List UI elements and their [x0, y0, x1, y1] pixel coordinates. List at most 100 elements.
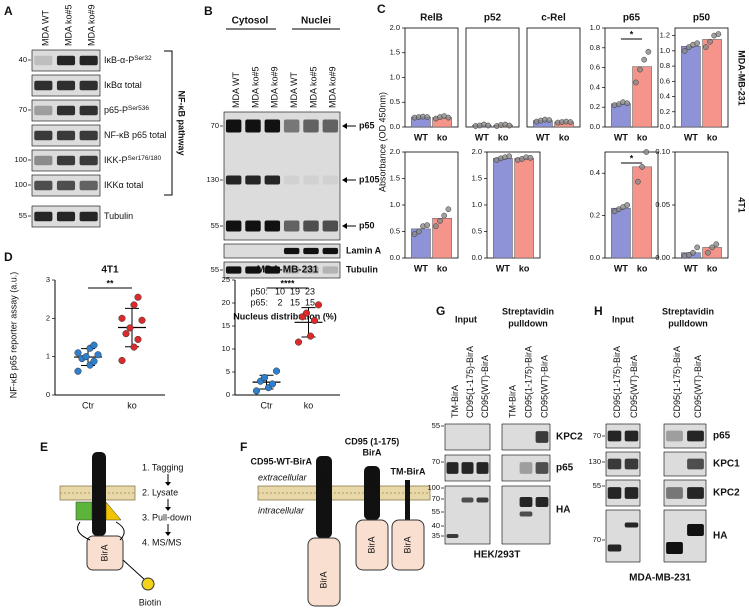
mw-marker: 55 [211, 221, 219, 230]
group-label: Nuclei [301, 16, 331, 27]
data-point [506, 153, 513, 160]
band-label: p65-PSer536 [104, 105, 149, 116]
y-tick-label: 0.0 [390, 253, 400, 262]
mw-marker: 100 [14, 180, 27, 189]
mw-marker: 70 [211, 121, 219, 130]
enzyme [307, 537, 341, 607]
y-tick-label: 0 [226, 390, 230, 399]
blot-band [303, 175, 319, 185]
mw-marker: 70 [432, 457, 440, 466]
blot-band [519, 462, 533, 474]
blot-band [607, 487, 622, 499]
receptor [316, 456, 332, 538]
bar [681, 46, 701, 128]
blot-band [245, 175, 261, 185]
y-tick-label: 0.5 [390, 97, 400, 106]
data-point [138, 316, 146, 324]
blot-band [283, 266, 300, 274]
data-point [527, 154, 534, 161]
y-tick-label: 0.8 [590, 43, 600, 52]
blot-band [687, 430, 704, 442]
blot-band [283, 119, 300, 133]
lane-label: MDA ko#5 [308, 66, 318, 108]
y-tick-label: 0.0 [472, 253, 482, 262]
blot [223, 243, 341, 259]
bar [493, 158, 513, 259]
x-tick-label: ko [637, 132, 648, 142]
construct-label: CD95 (1-175) [345, 436, 400, 446]
x-tick-label: ko [437, 132, 448, 142]
blot-band [283, 220, 300, 232]
lane-label: CD95(1-175)-BirA [523, 346, 533, 418]
data-point [424, 222, 431, 228]
y-tick-label: 0.2 [590, 102, 600, 111]
group-label: pulldown [508, 318, 548, 328]
data-point [713, 241, 720, 248]
mw-marker: 130 [588, 457, 601, 466]
bar [702, 39, 722, 128]
data-point [415, 228, 422, 235]
blot-band [446, 534, 459, 538]
arrow-head [342, 177, 347, 183]
group-label: Input [612, 314, 634, 324]
chart-title: RelB [420, 13, 443, 24]
data-point [635, 178, 641, 185]
panel-label: G [436, 304, 445, 318]
data-point [707, 38, 713, 45]
x-tick-label: ko [707, 263, 718, 273]
y-tick-label: 3 [46, 275, 50, 284]
blot [605, 509, 641, 563]
x-tick-label: Ctr [82, 400, 94, 410]
y-tick-label: 25 [222, 275, 230, 284]
significance-label: ** [106, 278, 114, 288]
band-label: IκBα total [104, 80, 142, 90]
data-point [437, 218, 443, 224]
y-tick-label: 1 [46, 352, 50, 361]
x-tick-label: ko [559, 132, 570, 142]
blot-band [264, 119, 281, 133]
blot-band [624, 522, 639, 528]
y-tick-label: 0.05 [655, 200, 670, 209]
construct-label: BirA [362, 447, 382, 457]
data-point [645, 48, 652, 55]
mw-marker: 130 [206, 175, 219, 184]
blot [223, 111, 341, 241]
data-point [637, 66, 643, 73]
enzyme [391, 519, 425, 571]
blot-band [79, 155, 98, 166]
blot-band [56, 80, 76, 91]
blot-band [476, 497, 489, 503]
x-tick-label: WT [414, 132, 428, 142]
row-label: MDA-MB-231 [737, 50, 747, 106]
y-tick-label: 0.0 [660, 122, 670, 131]
panel-label: A [4, 4, 13, 18]
step-label: 1. Tagging [142, 462, 183, 472]
y-tick-label: 1.2 [660, 31, 670, 40]
band-label-text: p65-P [104, 105, 128, 115]
construct-label: CD95-WT-BirA [250, 456, 312, 466]
receptor [364, 466, 380, 520]
blot-band [322, 175, 339, 185]
row-label: 4T1 [737, 197, 747, 213]
receptor-label: CD95 [93, 462, 103, 485]
blot-band [34, 211, 53, 222]
blot-band [56, 155, 76, 166]
bar [514, 158, 534, 259]
chart-title: 4T1 [101, 265, 119, 276]
mw-marker: 100 [14, 155, 27, 164]
group-label: Input [455, 314, 477, 324]
blot-band [34, 130, 53, 141]
interactor [75, 501, 93, 521]
lane-label: TM-BirA [507, 385, 517, 418]
data-point [445, 114, 452, 121]
blot-band [624, 430, 639, 442]
blot-band [519, 497, 533, 507]
y-tick-label: 0.8 [660, 61, 670, 70]
blot-band [283, 247, 300, 255]
blot-band [322, 220, 339, 232]
cell-label: MDA-MB-231 [629, 573, 691, 584]
lane-label: MDA ko#9 [270, 66, 280, 108]
arrow-head [165, 507, 171, 511]
blot-band [535, 462, 549, 474]
step-label: 3. Pull-down [142, 512, 192, 522]
